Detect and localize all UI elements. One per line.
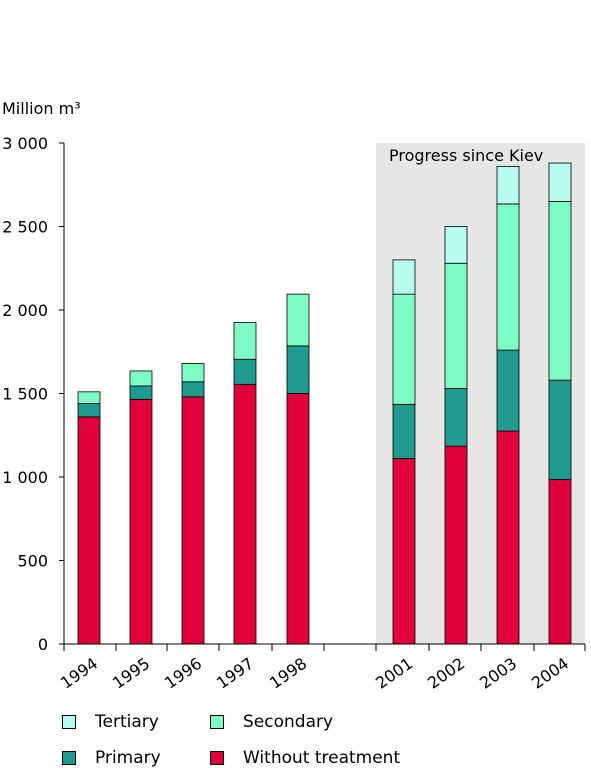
bar-segment-primary: [392, 403, 416, 460]
legend-label-tertiary: Tertiary: [95, 712, 159, 732]
bar-segment-secondary: [548, 201, 572, 381]
legend-item-primary: Primary: [62, 748, 161, 768]
legend-label-secondary: Secondary: [243, 712, 334, 732]
bar-segment-without-treatment: [444, 445, 468, 645]
bar-segment-without-treatment: [129, 398, 153, 645]
x-tick-label: 2003: [476, 654, 520, 693]
y-axis-label: Million m³: [2, 99, 81, 118]
y-tick-label: 3 000: [2, 134, 48, 153]
bar-segment-tertiary: [444, 226, 468, 264]
bar-segment-without-treatment: [233, 383, 257, 645]
legend-item-without-treatment: Without treatment: [210, 748, 400, 768]
x-tick-label: 1996: [161, 654, 205, 693]
x-tick-label: 2004: [528, 654, 572, 693]
y-tick-label: 2 500: [2, 218, 48, 237]
bar-segment-tertiary: [496, 165, 520, 205]
bar-segment-without-treatment: [181, 396, 205, 645]
x-tick-label: 2001: [372, 654, 416, 693]
bar-segment-without-treatment: [548, 479, 572, 645]
bar-segment-primary: [77, 403, 101, 418]
x-tick-label: 1997: [213, 654, 257, 693]
primary-swatch: [62, 751, 76, 765]
y-ticks: 0 500 1 000 1 500 2 000 2 500 3 000: [2, 134, 64, 654]
bar-segment-secondary: [233, 322, 257, 360]
bar-segment-secondary: [181, 363, 205, 383]
without-treatment-swatch: [210, 751, 224, 765]
secondary-swatch: [210, 715, 224, 729]
y-tick-label: 500: [17, 552, 48, 571]
x-tick-label: 2002: [424, 654, 468, 693]
bar-segment-without-treatment: [286, 393, 310, 645]
bar-segment-primary: [181, 381, 205, 398]
bar-segment-primary: [233, 358, 257, 385]
y-tick-label: 0: [38, 635, 48, 654]
y-tick-label: 1 000: [2, 468, 48, 487]
x-tick-label: 1994: [57, 654, 101, 693]
bar-segment-tertiary: [548, 162, 572, 202]
bar-segment-tertiary: [392, 259, 416, 295]
legend-label-primary: Primary: [95, 748, 161, 768]
bar-segment-primary: [286, 345, 310, 394]
x-tick-label: 1998: [266, 654, 310, 693]
bar-segment-secondary: [77, 391, 101, 404]
y-tick-label: 2 000: [2, 301, 48, 320]
bar-segment-without-treatment: [392, 458, 416, 645]
bar-segment-secondary: [286, 293, 310, 347]
progress-label: Progress since Kiev: [389, 146, 543, 165]
bar-segment-secondary: [129, 370, 153, 387]
legend-label-without-treatment: Without treatment: [243, 748, 401, 768]
bar-segment-primary: [496, 349, 520, 432]
bar-segment-secondary: [392, 293, 416, 405]
bar-segment-primary: [548, 379, 572, 480]
bar-segment-secondary: [496, 203, 520, 351]
legend: Tertiary Secondary Primary Without treat…: [62, 710, 582, 768]
chart: Progress since Kiev 0 500 1 000 1 500 2 000 2…: [2, 99, 586, 693]
bar-segment-secondary: [444, 262, 468, 389]
legend-item-tertiary: Tertiary: [62, 712, 159, 732]
bar-segment-primary: [444, 388, 468, 447]
x-tick-label: 1995: [109, 654, 153, 693]
x-ticks: 1994 1995 1996 1997 1998 2001 2002 2003 2004: [57, 644, 586, 693]
y-tick-label: 1 500: [2, 385, 48, 404]
bar-segment-without-treatment: [77, 416, 101, 645]
bars: [77, 162, 572, 645]
bar-segment-without-treatment: [496, 430, 520, 645]
bar-segment-primary: [129, 385, 153, 400]
legend-item-secondary: Secondary: [210, 712, 333, 732]
tertiary-swatch: [62, 715, 76, 729]
